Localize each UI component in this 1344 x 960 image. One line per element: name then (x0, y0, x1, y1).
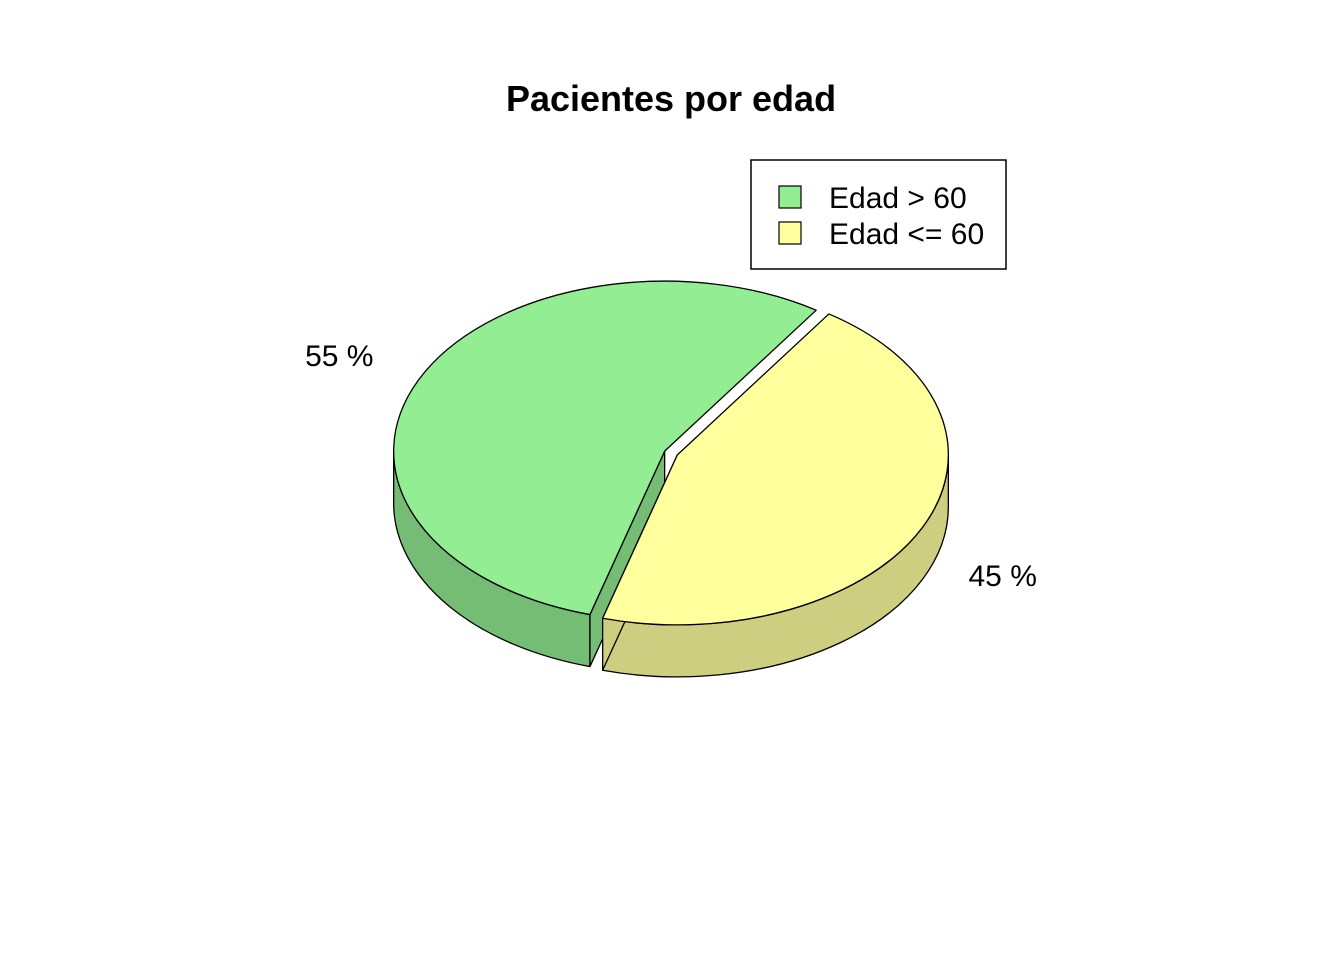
legend-label-edad-menor-igual-60: Edad <= 60 (829, 218, 984, 251)
pie-tops (393, 280, 949, 626)
pie-labels: 55 % 45 % (305, 340, 1037, 593)
legend-swatch-edad-menor-igual-60 (778, 221, 802, 245)
pie-slice-0 (393, 280, 817, 616)
slice-label-1: 45 % (969, 560, 1037, 593)
legend-box (750, 159, 1007, 270)
slice-label-0: 55 % (305, 340, 373, 373)
chart-title: Pacientes por edad (506, 78, 836, 119)
pie-slice-1 (601, 313, 949, 626)
legend-swatch-edad-mayor-60 (778, 185, 802, 209)
legend: Edad > 60 Edad <= 60 (750, 159, 1007, 270)
legend-label-edad-mayor-60: Edad > 60 (829, 182, 967, 215)
